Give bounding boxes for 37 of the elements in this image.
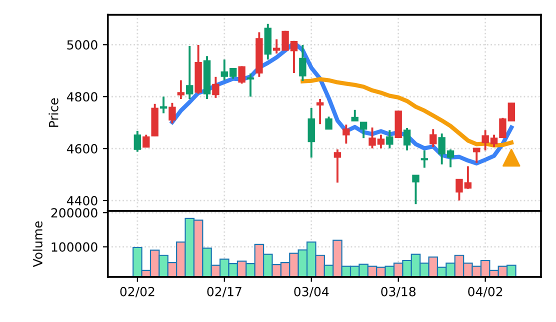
candlestick [160,96,168,114]
x-tick-label: 02/02 [120,286,154,298]
candlestick [351,108,358,122]
y-tick-label: 4400 [66,196,98,206]
y-axis-title: Price [48,98,58,127]
candlestick [412,174,420,206]
candlestick [238,65,246,85]
x-tick-label: 02/17 [207,286,242,298]
y-tick-label: 5000 [67,40,98,50]
candlestick [134,130,142,153]
candlestick [168,102,176,124]
y-tick-label: 200000 [51,208,98,218]
candlestick [386,129,394,150]
candlestick [177,79,185,100]
y-tick-label: 100000 [52,242,98,252]
candlestick [246,72,254,98]
candlestick [420,149,428,169]
line-series [300,77,514,148]
x-tick-label: 04/02 [468,286,502,298]
candlestick [212,76,220,99]
candlestick [316,98,324,126]
x-tick-label: 03/04 [294,286,329,298]
candlestick [142,134,150,148]
candlestick [334,148,342,184]
candlestick [360,121,368,140]
candlestick [342,124,350,145]
candlestick [430,128,437,148]
candlestick [186,45,194,100]
x-tick-label: 03/18 [381,286,416,298]
candlestick [325,116,332,130]
candlestick [299,44,306,82]
y-tick-label: 4800 [66,92,98,102]
candlestick [308,107,315,159]
y-tick-label: 4600 [66,144,98,154]
candlestick [473,147,480,164]
candlestick [403,127,411,152]
y-axis-title: Volume [32,221,42,268]
